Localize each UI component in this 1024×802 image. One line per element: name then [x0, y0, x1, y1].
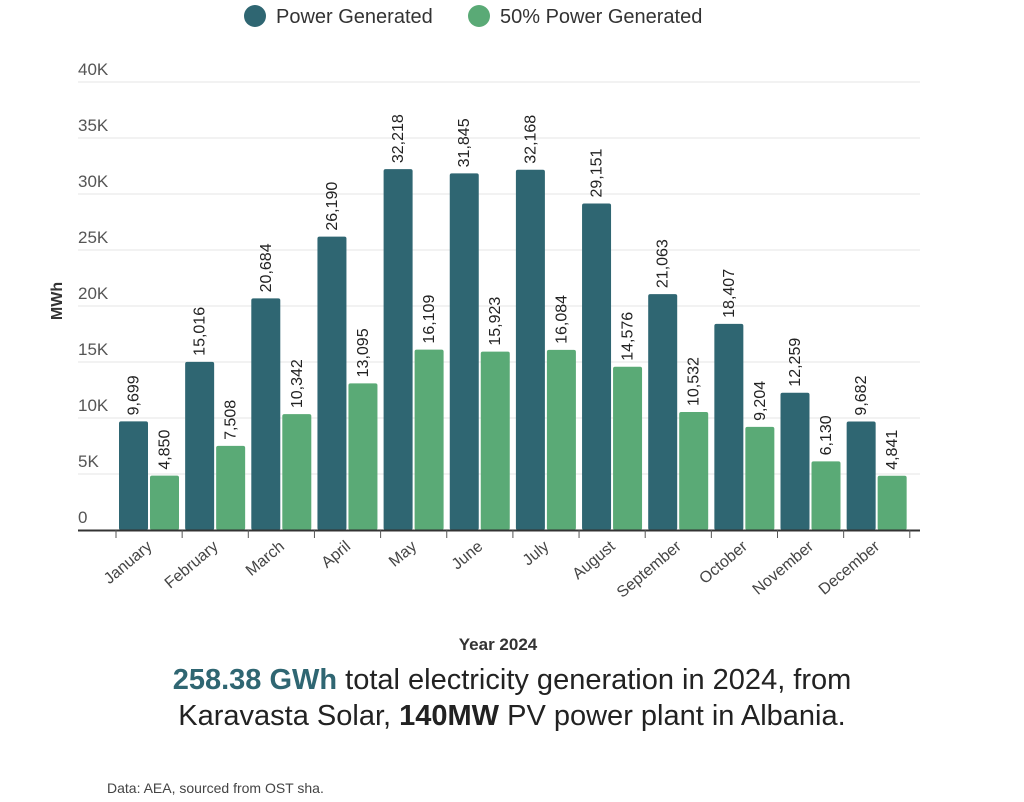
x-tick-label: March: [243, 538, 288, 580]
data-label: 12,259: [787, 338, 804, 387]
data-label: 29,151: [589, 148, 606, 197]
y-tick-label: 40K: [78, 60, 109, 79]
bar-50pct-power-generated: [414, 349, 444, 530]
bar-power-generated: [185, 361, 215, 530]
x-tick-label: August: [570, 538, 620, 583]
caption-bold: 140MW: [399, 700, 500, 732]
x-tick-label: November: [750, 538, 818, 599]
legend-label: Power Generated: [276, 6, 433, 28]
data-label: 9,699: [126, 375, 143, 415]
x-axis-title: Year 2024: [459, 635, 538, 650]
data-label: 15,923: [487, 297, 504, 346]
x-tick-label: July: [520, 538, 553, 569]
bar-50pct-power-generated: [679, 412, 709, 530]
caption-text-1: total electricity generation in 2024, fr…: [337, 664, 852, 696]
caption: 258.38 GWh total electricity generation …: [0, 662, 1024, 734]
x-tick-label: October: [696, 538, 751, 588]
data-label: 16,109: [421, 295, 438, 344]
data-label: 16,084: [553, 295, 570, 344]
data-label: 7,508: [223, 400, 240, 440]
bar-power-generated: [515, 169, 545, 531]
caption-text-3: PV power plant in Albania.: [499, 700, 846, 732]
x-tick-label: May: [386, 538, 420, 570]
data-label: 31,845: [456, 118, 473, 167]
y-tick-label: 5K: [78, 452, 99, 471]
bar-50pct-power-generated: [216, 445, 246, 530]
data-label: 21,063: [655, 239, 672, 288]
x-tick-label: January: [101, 538, 156, 588]
bar-power-generated: [582, 203, 612, 531]
caption-highlight: 258.38 GWh: [172, 664, 338, 696]
data-label: 18,407: [721, 269, 738, 318]
x-tick-label: June: [449, 538, 487, 573]
bar-50pct-power-generated: [613, 366, 643, 530]
bar-50pct-power-generated: [877, 475, 907, 530]
bar-50pct-power-generated: [282, 414, 312, 530]
caption-line-1: 258.38 GWh total electricity generation …: [0, 662, 1024, 698]
bar-50pct-power-generated: [745, 426, 775, 530]
bar-50pct-power-generated: [348, 383, 378, 530]
y-tick-label: 20K: [78, 284, 109, 303]
bar-chart: 0 5K 10K 15K 20K 25K 30K 35K 40K MWh 9,699 4,850 Jan…: [49, 5, 920, 650]
legend-marker: [244, 5, 266, 27]
x-tick-label: September: [614, 538, 685, 602]
bar-power-generated: [780, 392, 810, 530]
bar-50pct-power-generated: [546, 349, 576, 530]
data-label: 15,016: [192, 307, 209, 356]
data-label: 10,342: [289, 359, 306, 408]
caption-line-2: Karavasta Solar, 140MW PV power plant in…: [0, 698, 1024, 734]
data-label: 10,532: [686, 357, 703, 406]
legend-label: 50% Power Generated: [500, 6, 702, 28]
y-axis-title: MWh: [49, 282, 66, 320]
data-label: 6,130: [818, 415, 835, 455]
x-tick-label: December: [816, 538, 884, 599]
bar-50pct-power-generated: [811, 461, 841, 530]
y-tick-label: 35K: [78, 116, 109, 135]
bar-power-generated: [714, 323, 744, 530]
data-label: 26,190: [324, 182, 341, 231]
y-tick-label: 0: [78, 508, 87, 527]
y-tick-label: 15K: [78, 340, 109, 359]
data-label: 4,850: [157, 430, 174, 470]
bar-power-generated: [317, 236, 347, 530]
source-note: Data: AEA, sourced from OST sha.: [107, 780, 324, 796]
y-tick-label: 25K: [78, 228, 109, 247]
bar-power-generated: [119, 421, 148, 530]
data-label: 4,841: [884, 430, 901, 470]
legend-marker: [468, 5, 490, 27]
bar-power-generated: [846, 421, 876, 530]
y-tick-label: 30K: [78, 172, 109, 191]
bar-50pct-power-generated: [480, 351, 510, 530]
y-tick-label: 10K: [78, 396, 109, 415]
bar-power-generated: [383, 169, 413, 531]
bar-power-generated: [648, 294, 678, 530]
data-label: 9,204: [752, 381, 769, 421]
data-label: 13,095: [355, 328, 372, 377]
data-label: 20,684: [258, 243, 275, 292]
x-tick-label: February: [162, 538, 222, 592]
data-label: 32,218: [390, 114, 407, 163]
bar-power-generated: [449, 173, 479, 530]
caption-text-2: Karavasta Solar,: [178, 700, 400, 732]
data-label: 32,168: [522, 115, 539, 164]
bar-power-generated: [251, 298, 281, 530]
bar-50pct-power-generated: [150, 475, 179, 530]
data-label: 9,682: [853, 375, 870, 415]
data-label: 14,576: [620, 312, 637, 361]
x-tick-label: April: [319, 538, 354, 572]
